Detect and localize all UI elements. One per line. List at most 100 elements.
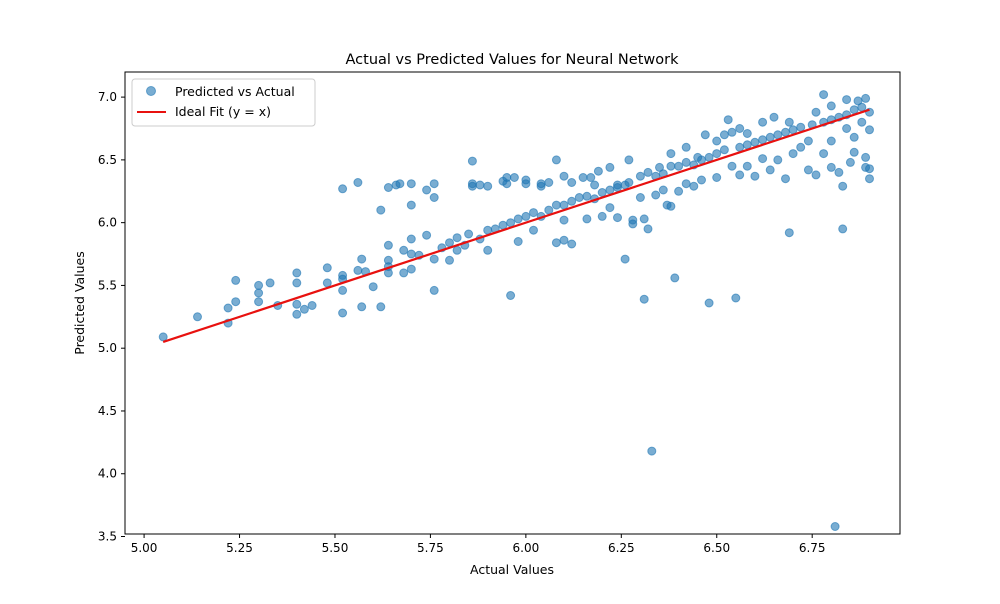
x-tick-label: 6.50: [703, 541, 730, 555]
scatter-point: [399, 245, 409, 255]
scatter-point: [666, 201, 676, 211]
scatter-point: [452, 233, 462, 243]
scatter-point: [781, 174, 790, 184]
scatter-point: [750, 137, 760, 147]
y-tick-label: 7.0: [98, 90, 117, 104]
scatter-point: [292, 278, 302, 288]
scatter-point: [838, 181, 848, 191]
scatter-point: [265, 278, 275, 288]
scatter-point: [742, 129, 752, 138]
scatter-point: [849, 105, 859, 115]
scatter-point: [567, 196, 577, 206]
scatter-point: [811, 107, 821, 117]
scatter-point: [254, 280, 264, 290]
x-tick-label: 5.25: [226, 541, 253, 555]
y-axis-label: Predicted Values: [72, 251, 87, 355]
scatter-point: [796, 142, 806, 152]
scatter-point: [338, 184, 348, 194]
scatter-point: [712, 149, 722, 159]
scatter-point: [788, 149, 798, 159]
scatter-point: [292, 309, 302, 319]
scatter-point: [643, 224, 653, 234]
scatter-point: [223, 303, 233, 313]
scatter-point: [857, 102, 867, 112]
scatter-point: [509, 173, 519, 182]
legend: Predicted vs Actual Ideal Fit (y = x): [131, 78, 316, 127]
scatter-point: [483, 181, 493, 191]
scatter-point: [784, 228, 794, 238]
scatter-point: [231, 297, 241, 307]
scatter-point: [193, 312, 202, 322]
x-tick-label: 6.75: [799, 541, 826, 555]
scatter-point: [788, 125, 798, 135]
scatter-point: [826, 162, 836, 172]
scatter-point: [559, 215, 569, 225]
scatter-point: [639, 294, 649, 304]
y-tick-label: 6.0: [98, 216, 117, 230]
scatter-point: [704, 152, 714, 162]
scatter-point: [292, 299, 302, 309]
legend-label-line: Ideal Fit (y = x): [175, 104, 271, 119]
scatter-point: [742, 140, 752, 150]
scatter-point: [502, 173, 512, 182]
scatter-point: [357, 254, 367, 264]
scatter-point: [624, 178, 634, 187]
scatter-point: [643, 167, 653, 177]
scatter-point: [769, 112, 779, 122]
scatter-point: [406, 234, 416, 244]
scatter-point: [819, 90, 829, 100]
scatter-point: [796, 122, 806, 132]
scatter-point: [464, 229, 474, 239]
scatter-point: [849, 132, 859, 142]
scatter-point: [666, 161, 676, 171]
scatter-point: [521, 211, 531, 221]
scatter-point: [620, 254, 630, 264]
scatter-point: [582, 191, 592, 201]
scatter-point: [666, 149, 676, 159]
scatter-point: [567, 239, 577, 249]
scatter-point: [784, 117, 794, 127]
scatter-point: [647, 446, 657, 456]
scatter-point: [475, 180, 485, 190]
scatter-point: [689, 181, 699, 191]
scatter-point: [513, 214, 523, 224]
scatter-point: [158, 332, 168, 342]
scatter-point: [422, 230, 432, 240]
scatter-point: [357, 302, 367, 312]
scatter-point: [826, 101, 836, 111]
scatter-point: [498, 220, 508, 230]
scatter-point: [429, 179, 439, 189]
y-tick-label: 4.5: [98, 404, 117, 418]
scatter-point: [322, 263, 332, 273]
scatter-point: [674, 161, 684, 171]
scatter-point: [681, 179, 691, 189]
scatter-point: [674, 186, 684, 196]
scatter-point: [842, 124, 852, 133]
scatter-point: [639, 214, 649, 224]
scatter-point: [559, 235, 569, 245]
scatter-point: [758, 154, 768, 164]
scatter-point: [605, 203, 615, 213]
scatter-point: [765, 132, 775, 142]
y-tick-label: 5.0: [98, 341, 117, 355]
scatter-point: [624, 155, 634, 165]
scatter-point: [704, 298, 714, 308]
scatter-point: [231, 275, 241, 285]
x-tick-label: 6.00: [513, 541, 540, 555]
scatter-point: [681, 142, 691, 152]
scatter-point: [338, 285, 348, 295]
scatter-point: [803, 165, 813, 175]
scatter-point: [712, 173, 722, 182]
scatter-point: [254, 288, 264, 298]
scatter-point: [865, 125, 874, 135]
x-tick-label: 5.50: [322, 541, 349, 555]
scatter-point: [658, 185, 668, 195]
scatter-point: [376, 302, 386, 312]
scatter-point: [834, 167, 844, 177]
scatter-point: [513, 237, 523, 246]
scatter-point: [593, 166, 603, 176]
scatter-point: [422, 185, 432, 195]
x-axis-ticks: 5.00 5.25 5.50 5.75 6.00 6.25 6.50 6.75: [131, 534, 826, 555]
scatter-point: [803, 136, 813, 146]
